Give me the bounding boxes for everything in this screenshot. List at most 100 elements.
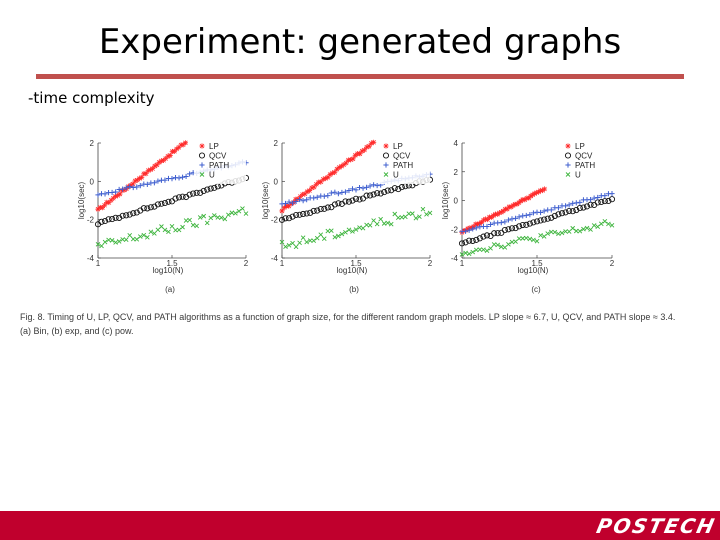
data-point — [461, 228, 467, 234]
data-point — [483, 232, 491, 239]
series-u — [95, 206, 249, 249]
data-point — [544, 215, 551, 222]
data-point — [530, 219, 537, 226]
data-point — [378, 216, 383, 222]
series-u — [279, 206, 433, 250]
data-point — [236, 208, 242, 214]
x-axis-label: log10(N) — [153, 266, 184, 275]
data-point — [99, 243, 104, 249]
data-point — [569, 208, 576, 215]
legend-label: QCV — [575, 152, 593, 161]
data-point — [335, 200, 342, 207]
x-tick-label: 1 — [460, 259, 465, 268]
data-point — [531, 237, 536, 243]
data-point — [331, 201, 338, 208]
data-point — [417, 214, 422, 219]
data-point — [332, 234, 338, 240]
data-point — [123, 185, 129, 191]
data-point — [183, 218, 189, 223]
data-point — [556, 231, 561, 237]
data-point — [158, 200, 165, 207]
data-point — [371, 182, 377, 188]
legend-marker — [199, 143, 205, 149]
data-point — [495, 242, 501, 248]
data-point — [498, 209, 504, 215]
data-point — [349, 197, 356, 204]
x-tick-label: 2 — [244, 259, 249, 268]
data-point — [311, 184, 317, 190]
data-point — [496, 210, 502, 216]
legend-marker — [564, 152, 572, 159]
legend-box — [378, 142, 430, 184]
bullet-text: -time complexity — [28, 89, 155, 107]
data-point — [501, 226, 508, 234]
x-tick-label: 1.5 — [350, 259, 362, 268]
legend-label: U — [209, 171, 215, 180]
data-point — [523, 235, 529, 241]
data-point — [208, 215, 214, 221]
title-underline — [36, 74, 684, 79]
data-point — [307, 209, 314, 216]
data-point — [207, 185, 214, 192]
data-point — [169, 176, 175, 182]
data-point — [466, 251, 472, 257]
data-point — [161, 199, 169, 207]
y-tick-label: 0 — [454, 197, 459, 206]
data-point — [356, 184, 363, 191]
data-point — [117, 191, 123, 197]
x-tick-label: 1 — [280, 259, 285, 268]
data-point — [155, 227, 161, 233]
data-point — [381, 189, 388, 196]
data-point — [139, 174, 145, 180]
data-point — [577, 228, 583, 234]
data-point — [512, 225, 519, 232]
data-point — [345, 198, 353, 205]
legend-label: QCV — [393, 152, 411, 161]
data-point — [144, 181, 150, 187]
data-point — [473, 225, 479, 231]
x-tick-label: 1.5 — [166, 259, 178, 268]
data-point — [334, 166, 340, 172]
data-point — [374, 221, 380, 227]
y-tick-label: 0 — [90, 177, 95, 186]
data-point — [551, 212, 558, 219]
data-point — [541, 216, 548, 223]
data-point — [498, 244, 504, 250]
x-tick-label: 2 — [428, 259, 433, 268]
data-point — [99, 205, 105, 211]
data-point — [371, 218, 376, 223]
data-point — [608, 196, 616, 203]
data-point — [172, 195, 179, 202]
data-point — [459, 252, 465, 257]
data-point — [321, 236, 327, 241]
data-point — [595, 224, 601, 229]
data-point — [538, 233, 543, 238]
data-point — [469, 237, 476, 244]
data-point — [165, 198, 172, 205]
data-point — [144, 205, 151, 212]
legend-label: U — [575, 171, 581, 180]
data-point — [504, 206, 510, 212]
data-point — [325, 193, 331, 199]
data-point — [516, 214, 522, 220]
data-point — [463, 250, 468, 256]
y-tick-label: 2 — [274, 139, 279, 148]
series-path — [459, 190, 615, 235]
data-point — [137, 183, 143, 189]
data-point — [175, 194, 183, 201]
data-point — [297, 240, 302, 246]
data-point — [204, 186, 211, 193]
data-point — [134, 236, 140, 242]
data-point — [233, 211, 238, 216]
legend-marker — [383, 172, 389, 177]
data-point — [309, 185, 315, 191]
data-point — [130, 210, 137, 217]
legend-marker — [565, 172, 571, 177]
y-tick-label: 2 — [90, 139, 95, 148]
data-point — [462, 239, 469, 246]
data-point — [314, 235, 320, 241]
data-point — [143, 171, 149, 177]
data-point — [481, 217, 487, 223]
data-point — [226, 212, 231, 218]
data-point — [338, 163, 345, 169]
